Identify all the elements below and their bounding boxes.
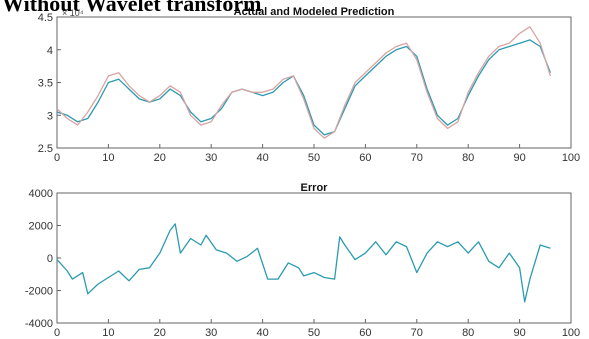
prediction-plot-frame <box>56 16 572 149</box>
error-x-tick-label: 30 <box>205 327 217 339</box>
error-x-tick-label: 20 <box>154 327 166 339</box>
prediction-y-tick-label: 3.5 <box>38 78 53 90</box>
error-y-tick-label: -4000 <box>25 318 53 330</box>
prediction-y-tick-label: 4.5 <box>38 12 53 24</box>
prediction-x-tick-label: 80 <box>462 152 474 164</box>
error-chart: Error 0 10 20 30 40 50 60 70 80 90 100 -4000 -2000 0 2… <box>25 182 580 339</box>
error-x-tick-label: 80 <box>462 327 474 339</box>
prediction-x-tick-label: 100 <box>562 152 580 164</box>
error-x-tick-label: 40 <box>256 327 268 339</box>
prediction-axis-ticks: 0 10 20 30 40 50 60 70 80 90 100 2.5 3 3.5 4 4.5 <box>38 12 580 164</box>
error-x-tick-label: 90 <box>513 327 525 339</box>
error-chart-title: Error <box>301 182 329 194</box>
prediction-y-tick-label: 4 <box>47 45 53 57</box>
error-y-tick-label: 0 <box>47 253 53 265</box>
error-y-tick-label: -2000 <box>25 286 53 298</box>
prediction-x-tick-label: 10 <box>102 152 114 164</box>
error-x-tick-label: 0 <box>54 327 60 339</box>
prediction-x-tick-label: 20 <box>154 152 166 164</box>
prediction-series-1-line <box>56 39 552 136</box>
prediction-y-tick-label: 3 <box>47 110 53 122</box>
prediction-y-tick-label: 2.5 <box>38 143 53 155</box>
prediction-x-tick-label: 30 <box>205 152 217 164</box>
y-exponent-label: × 10⁴ <box>62 8 84 18</box>
error-plot-frame <box>56 192 572 324</box>
error-x-tick-label: 50 <box>308 327 320 339</box>
prediction-chart: Actual and Modeled Prediction × 10⁴ 0 10 2… <box>38 6 580 164</box>
error-y-tick-label: 2000 <box>29 221 53 233</box>
prediction-x-tick-label: 0 <box>54 152 60 164</box>
prediction-x-tick-label: 70 <box>411 152 423 164</box>
prediction-series-2-line <box>56 26 552 139</box>
prediction-x-tick-label: 60 <box>359 152 371 164</box>
prediction-x-tick-label: 90 <box>513 152 525 164</box>
prediction-x-tick-label: 40 <box>256 152 268 164</box>
error-x-tick-label: 10 <box>102 327 114 339</box>
error-x-tick-label: 60 <box>359 327 371 339</box>
prediction-series-lines <box>56 26 552 139</box>
error-series-1-line <box>56 223 551 303</box>
error-x-tick-label: 70 <box>411 327 423 339</box>
page-heading: Without Wavelet transform <box>2 0 262 16</box>
prediction-chart-title: Actual and Modeled Prediction <box>234 6 395 18</box>
error-x-tick-label: 100 <box>562 327 580 339</box>
prediction-x-tick-label: 50 <box>308 152 320 164</box>
error-axis-ticks: 0 10 20 30 40 50 60 70 80 90 100 -4000 -2000 0 2000 400… <box>25 188 580 339</box>
error-y-tick-label: 4000 <box>29 188 53 200</box>
error-series-lines <box>56 223 551 303</box>
